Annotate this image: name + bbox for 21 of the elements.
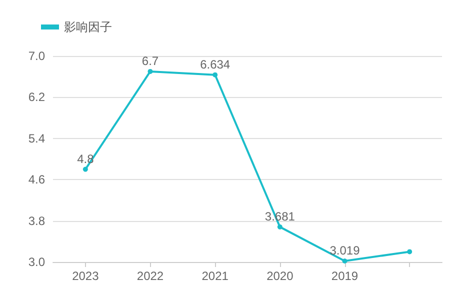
y-tick-label: 6.2 (28, 90, 46, 104)
point (407, 249, 412, 254)
point (148, 68, 153, 74)
y-tick-label: 4.6 (28, 172, 46, 187)
y-tick-label: 5.4 (28, 131, 46, 146)
x-tick-label: 2021 (202, 269, 229, 283)
x-tick-label: 2020 (266, 269, 294, 283)
point (212, 72, 218, 78)
x-tick-label: 2022 (136, 269, 164, 283)
x-tick-label: 2019 (331, 269, 358, 283)
data-label: 3.019 (330, 244, 360, 258)
y-tick-label: 3.0 (28, 255, 46, 269)
data-label: 6.634 (200, 57, 230, 72)
y-tick-label: 7.0 (28, 49, 46, 63)
legend-label: 影响因子 (64, 20, 112, 34)
x-tick-label: 2023 (72, 269, 100, 283)
point (82, 166, 88, 172)
data-label: 6.7 (142, 54, 159, 68)
y-tick-label: 3.8 (28, 214, 46, 228)
point (342, 258, 348, 264)
point (277, 224, 282, 230)
